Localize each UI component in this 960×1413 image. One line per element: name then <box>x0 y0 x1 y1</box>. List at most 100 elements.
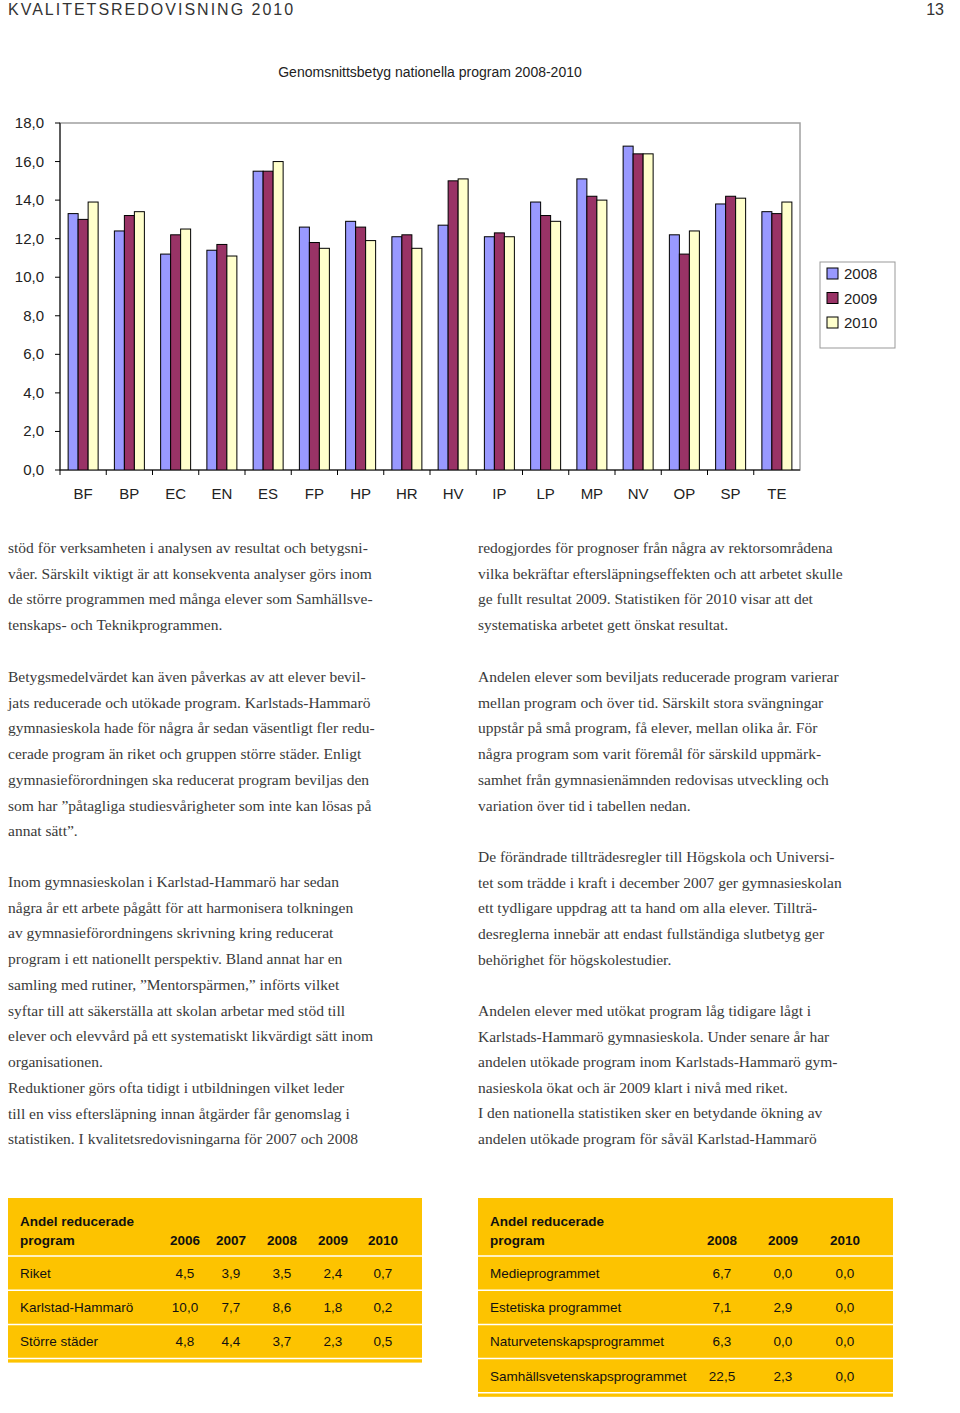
x-tick-label: SP <box>721 485 741 502</box>
legend-swatch <box>827 268 838 279</box>
y-tick <box>55 200 60 201</box>
bar <box>181 229 191 470</box>
x-tick <box>615 470 616 475</box>
y-tick-label: 12,0 <box>15 230 44 247</box>
x-tick-label: ES <box>258 485 278 502</box>
y-tick-label: 4,0 <box>23 384 44 401</box>
table-cell: 0,0 <box>836 1369 855 1384</box>
x-tick <box>476 470 477 475</box>
table-background <box>8 1198 422 1363</box>
bar <box>309 243 319 470</box>
body-text-line: redogjordes för prognoser från några av … <box>478 539 833 556</box>
bar <box>726 196 736 470</box>
bar <box>643 154 653 470</box>
body-text-line: elever och elevvård på ett systematiskt … <box>8 1027 373 1044</box>
body-text-line: De förändrade tillträdesregler till Högs… <box>478 848 834 865</box>
table-column-header: 2008 <box>267 1233 298 1248</box>
bar <box>736 198 746 470</box>
body-text-line: Andelen elever som beviljats reducerade … <box>478 668 839 685</box>
body-text-line: samling med rutiner, ”Mentorspärmen,” in… <box>8 976 340 993</box>
body-text-line: ge fullt resultat 2009. Statistiken för … <box>478 590 814 607</box>
y-tick <box>55 123 60 124</box>
bar <box>448 181 458 470</box>
table-cell: 2,4 <box>324 1266 343 1281</box>
body-text-line: desreglerna innebär att endast fullständ… <box>478 925 825 942</box>
y-tick <box>55 161 60 162</box>
body-text-line: variation över tid i tabellen nedan. <box>478 797 691 814</box>
body-text-line: behörighet för högskolestudier. <box>478 951 671 968</box>
bar <box>577 179 587 470</box>
text-column: redogjordes för prognoser från några av … <box>478 539 843 1147</box>
bar <box>319 248 329 470</box>
body-text-line: syftar till att säkerställa att skolan a… <box>8 1002 345 1019</box>
x-tick <box>383 470 384 475</box>
table-rule <box>478 1392 893 1394</box>
table-rule <box>478 1255 893 1257</box>
bar <box>633 154 643 470</box>
bar <box>253 171 263 470</box>
bar <box>124 216 134 470</box>
bar <box>68 214 78 470</box>
bar <box>88 202 98 470</box>
bar <box>171 235 181 470</box>
table-title: program <box>490 1233 545 1248</box>
body-text-line: Andelen elever med utökat program låg ti… <box>478 1002 812 1019</box>
x-tick <box>430 470 431 475</box>
body-text-line: samhet från gymnasienämnden redovisas ut… <box>478 771 829 788</box>
chart: Genomsnittsbetyg nationella program 2008… <box>15 64 895 502</box>
x-tick <box>522 470 523 475</box>
bar <box>782 202 792 470</box>
legend-box <box>820 262 895 348</box>
bar <box>716 204 726 470</box>
bar <box>412 248 422 470</box>
table-cell: 8,6 <box>273 1300 292 1315</box>
table-rule <box>478 1324 893 1326</box>
bar <box>484 237 494 470</box>
x-tick-label: MP <box>581 485 604 502</box>
legend-swatch <box>827 293 838 304</box>
running-header: KVALITETSREDOVISNING 2010 <box>8 1 295 18</box>
x-tick-label: FP <box>305 485 324 502</box>
table-column-header: 2008 <box>707 1233 738 1248</box>
table-title: Andel reducerade <box>490 1214 605 1229</box>
x-tick <box>198 470 199 475</box>
body-text-line: de större programmen med många elever so… <box>8 590 373 607</box>
table: Andel reduceradeprogram20062007200820092… <box>8 1198 422 1363</box>
bar <box>551 221 561 470</box>
body-text-line: tet som trädde i kraft i december 2007 g… <box>478 874 842 891</box>
table-row-label: Samhällsvetenskapsprogrammet <box>490 1369 687 1384</box>
x-tick <box>707 470 708 475</box>
body-text-line: andelen utökade program inom Karlstads-H… <box>478 1053 837 1070</box>
page: KVALITETSREDOVISNING 201013Genomsnittsbe… <box>0 0 960 1413</box>
x-tick <box>60 470 61 475</box>
bar <box>217 244 227 470</box>
bar <box>161 254 171 470</box>
body-text-line: Reduktioner görs ofta tidigt i utbildnin… <box>8 1079 345 1096</box>
body-text-line: uppstår på små program, få elever, mella… <box>478 719 818 736</box>
body-text-line: Betygsmedelvärdet kan även påverkas av a… <box>8 668 366 685</box>
table-row-label: Riket <box>20 1266 51 1281</box>
bar <box>597 200 607 470</box>
table-cell: 7,1 <box>713 1300 732 1315</box>
y-tick-label: 6,0 <box>23 345 44 362</box>
table-cell: 2,3 <box>324 1334 343 1349</box>
table-column-header: 2006 <box>170 1233 201 1248</box>
table-cell: 0,7 <box>374 1266 393 1281</box>
body-text-line: andelen utökade program för såväl Karlst… <box>478 1130 817 1147</box>
x-tick <box>245 470 246 475</box>
y-tick-label: 0,0 <box>23 461 44 478</box>
body-text-line: som har ”påtagliga studiesvårigheter som… <box>8 797 371 814</box>
table-row-label: Medieprogrammet <box>490 1266 600 1281</box>
body-text-line: cerade program än riket och gruppen stör… <box>8 745 362 762</box>
table-cell: 0,2 <box>374 1300 393 1315</box>
body-text-line: stöd för verksamheten i analysen av resu… <box>8 539 368 556</box>
table-cell: 2,9 <box>774 1300 793 1315</box>
x-tick-label: EN <box>211 485 232 502</box>
table-rule <box>8 1289 422 1291</box>
x-tick-label: HP <box>350 485 371 502</box>
table-cell: 6,7 <box>713 1266 732 1281</box>
x-tick <box>291 470 292 475</box>
body-text-line: till en viss eftersläpning innan åtgärde… <box>8 1105 350 1122</box>
bar <box>762 212 772 470</box>
table-title: program <box>20 1233 75 1248</box>
